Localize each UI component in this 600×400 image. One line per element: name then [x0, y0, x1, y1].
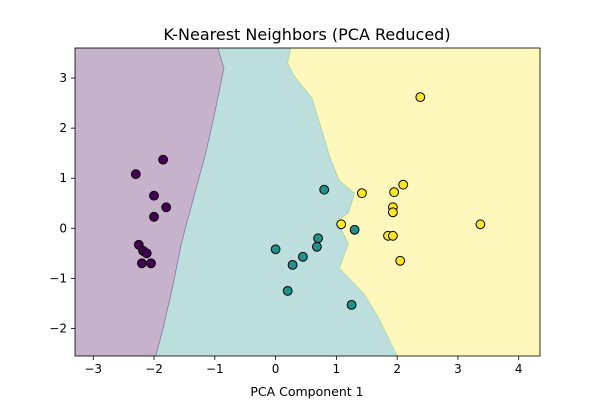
chart-title: K-Nearest Neighbors (PCA Reduced): [163, 25, 450, 44]
x-tick-label: 4: [515, 362, 523, 376]
point-class-0-0: [130, 169, 141, 180]
x-tick-label: 3: [454, 362, 462, 376]
point-class-1-1: [349, 224, 360, 235]
point-class-0-8: [137, 258, 147, 269]
point-class-2-5: [388, 207, 398, 218]
x-tick-label: 2: [393, 362, 401, 376]
point-class-1-5: [298, 251, 308, 262]
point-class-0-7: [141, 248, 152, 259]
region-class-0: [75, 48, 225, 356]
point-class-2-3: [389, 187, 400, 198]
y-tick-label: 3: [59, 71, 67, 85]
point-class-0-3: [161, 202, 172, 213]
region-class-1: [155, 48, 398, 356]
point-class-2-6: [336, 219, 347, 230]
point-class-0-2: [149, 190, 159, 201]
plot-frame: [74, 47, 541, 357]
point-class-1-4: [270, 244, 281, 255]
point-class-1-0: [319, 184, 330, 195]
region-class-2: [287, 48, 540, 356]
point-class-2-2: [357, 188, 367, 199]
point-class-1-6: [287, 260, 298, 270]
y-tick-label: −2: [49, 321, 67, 335]
point-class-2-9: [388, 230, 398, 241]
x-tick-label: −1: [206, 362, 224, 376]
point-class-1-8: [346, 300, 357, 310]
y-axis: −2 −1 0 1 2 3: [49, 71, 75, 335]
point-class-2-0: [415, 92, 426, 102]
x-tick-label: 1: [333, 362, 341, 376]
y-tick-label: 2: [59, 121, 67, 135]
y-tick-label: −1: [49, 271, 67, 285]
x-tick-label: −3: [84, 362, 102, 376]
point-class-1-3: [312, 241, 322, 252]
point-class-0-9: [146, 258, 156, 269]
point-class-1-7: [282, 286, 293, 296]
point-class-0-4: [149, 211, 159, 222]
point-class-2-1: [398, 179, 409, 190]
x-tick-label: −2: [145, 362, 163, 376]
point-class-2-10: [395, 255, 406, 266]
decision-regions: [75, 48, 540, 356]
x-axis-label: PCA Component 1: [250, 384, 363, 399]
point-class-1-2: [313, 233, 324, 244]
x-axis: −3 −2 −1 0 1 2 3 4: [84, 356, 523, 376]
point-class-2-7: [475, 219, 486, 230]
x-tick-label: 0: [272, 362, 280, 376]
y-tick-label: 0: [59, 221, 67, 235]
point-class-0-1: [158, 154, 169, 165]
y-tick-label: 1: [59, 171, 67, 185]
scatter-points: [130, 92, 486, 310]
